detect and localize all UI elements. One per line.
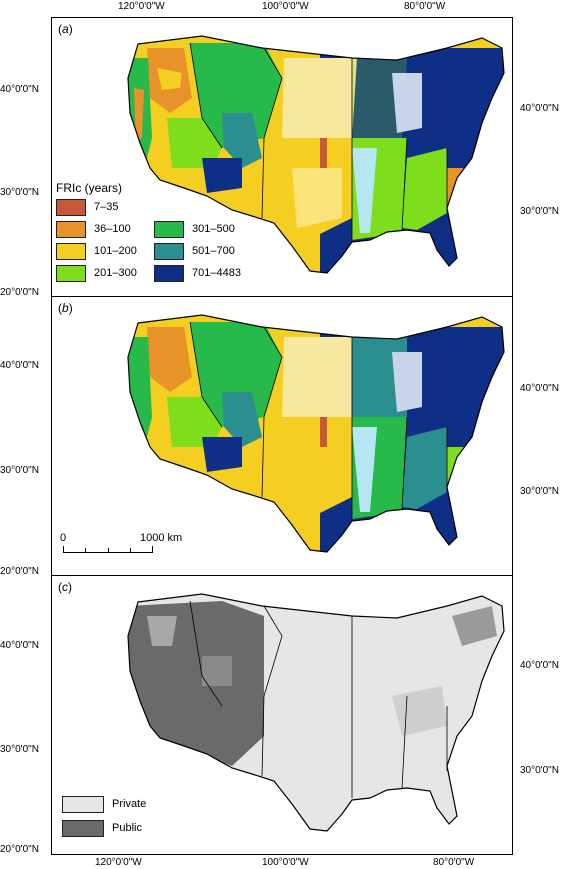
- scale-bar-tick: [85, 548, 86, 553]
- panel-c-label: (c): [58, 580, 72, 594]
- scale-bar-tick: [130, 548, 131, 553]
- right-lat-tick: 30°0'0"N: [520, 486, 559, 497]
- right-lat-tick: 40°0'0"N: [520, 383, 559, 394]
- fri-label: 101–200: [94, 245, 137, 257]
- land-ownership-map: [127, 593, 505, 832]
- scale-bar-tick: [63, 546, 64, 553]
- bottom-lon-tick-120w: 120°0'0"W: [95, 857, 142, 868]
- private-swatch: [62, 796, 104, 813]
- fri-legend-title: FRIc (years): [56, 181, 122, 195]
- fri-label: 501–700: [192, 245, 235, 257]
- fri-label: 301–500: [192, 223, 235, 235]
- left-lat-tick: 40°0'0"N: [0, 640, 39, 651]
- scale-bar-tick: [152, 546, 153, 553]
- public-swatch: [62, 820, 104, 837]
- panel-b-fire-return-interval-map: (b) 0 1000 km: [51, 296, 513, 576]
- scale-bar-start-label: 0: [60, 532, 67, 544]
- fri-swatch-36-100: [56, 221, 86, 238]
- fri-swatch-501-700: [154, 243, 184, 260]
- fri-map-b: [127, 314, 505, 553]
- fri-swatch-201-300: [56, 265, 86, 282]
- panel-a-label: (a): [58, 22, 73, 36]
- bottom-lon-tick-80w: 80°0'0"W: [433, 857, 475, 868]
- fri-swatch-7-35: [56, 199, 86, 216]
- fri-map-a: [127, 35, 505, 274]
- right-lat-tick: 30°0'0"N: [520, 206, 559, 217]
- panel-b-label: (b): [58, 301, 73, 315]
- left-lat-tick: 20°0'0"N: [0, 287, 39, 298]
- fri-swatch-701-4483: [154, 265, 184, 282]
- fri-swatch-301-500: [154, 221, 184, 238]
- left-lat-tick: 40°0'0"N: [0, 84, 39, 95]
- left-lat-tick: 30°0'0"N: [0, 465, 39, 476]
- right-lat-tick: 40°0'0"N: [520, 103, 559, 114]
- public-label: Public: [112, 822, 142, 834]
- scale-bar: 0 1000 km: [60, 532, 200, 562]
- right-lat-tick: 30°0'0"N: [520, 765, 559, 776]
- fri-label: 701–4483: [192, 267, 241, 279]
- fri-label: 201–300: [94, 267, 137, 279]
- left-lat-tick: 40°0'0"N: [0, 360, 39, 371]
- top-lon-tick-80w: 80°0'0"W: [404, 1, 446, 12]
- fri-swatch-101-200: [56, 243, 86, 260]
- left-lat-tick: 20°0'0"N: [0, 566, 39, 577]
- fri-legend: FRIc (years) 7–35 36–100 101–200 201–300…: [54, 181, 264, 296]
- private-label: Private: [112, 798, 147, 810]
- scale-bar-tick: [108, 548, 109, 553]
- bottom-lon-tick-100w: 100°0'0"W: [262, 857, 309, 868]
- fri-label: 36–100: [94, 223, 131, 235]
- top-lon-tick-100w: 100°0'0"W: [262, 1, 309, 12]
- right-lat-tick: 40°0'0"N: [520, 660, 559, 671]
- left-lat-tick: 20°0'0"N: [0, 844, 39, 855]
- panel-c-land-ownership-map: (c) Private Public: [51, 575, 513, 855]
- panel-a-fire-return-interval-map: (a): [51, 17, 513, 297]
- left-lat-tick: 30°0'0"N: [0, 744, 39, 755]
- scale-bar-end-label: 1000 km: [140, 532, 183, 544]
- top-lon-tick-120w: 120°0'0"W: [118, 1, 165, 12]
- fri-label: 7–35: [94, 201, 119, 213]
- land-ownership-legend: Private Public: [60, 796, 180, 846]
- left-lat-tick: 30°0'0"N: [0, 187, 39, 198]
